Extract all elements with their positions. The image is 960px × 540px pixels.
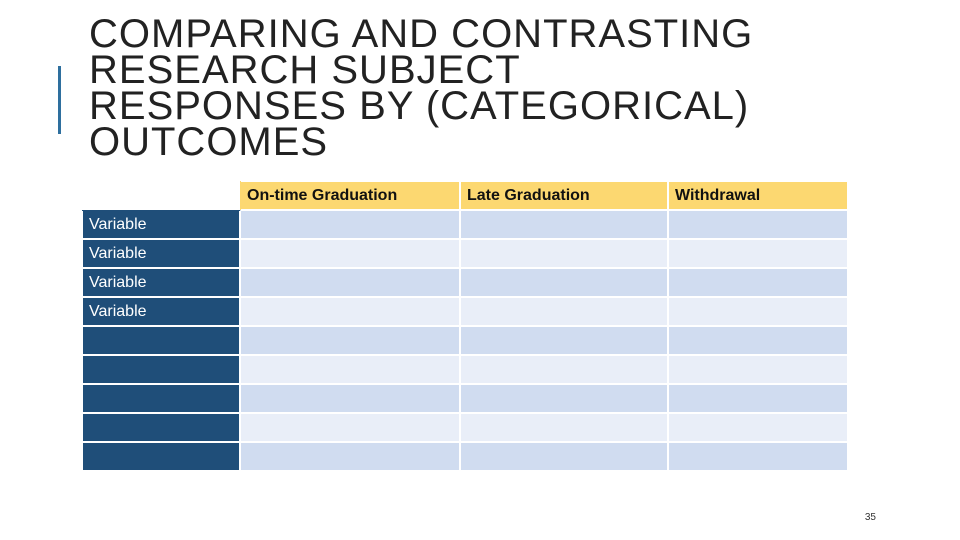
table-row — [81, 383, 849, 414]
table-cell — [667, 209, 849, 240]
row-label — [81, 354, 241, 385]
table-row: Variable — [81, 238, 849, 269]
title-accent-bar — [58, 66, 61, 134]
column-header: Late Graduation — [459, 180, 669, 211]
row-label — [81, 383, 241, 414]
row-label — [81, 325, 241, 356]
column-header: Withdrawal — [667, 180, 849, 211]
row-label: Variable — [81, 267, 241, 298]
table-header-row: On-time Graduation Late Graduation Withd… — [82, 180, 849, 211]
table-cell — [667, 238, 849, 269]
table-cell — [459, 296, 669, 327]
page-number: 35 — [864, 512, 876, 523]
row-label: Variable — [81, 209, 241, 240]
table-corner-cell — [82, 181, 240, 210]
table-row: Variable — [81, 209, 849, 240]
table-cell — [239, 238, 461, 269]
slide-title-line: RESPONSES BY (CATEGORICAL) — [89, 84, 750, 128]
table-cell — [667, 325, 849, 356]
table-cell — [459, 412, 669, 443]
table-cell — [239, 383, 461, 414]
slide-title-line: RESEARCH SUBJECT — [89, 48, 521, 92]
slide-title: COMPARING AND CONTRASTING RESEARCH SUBJE… — [89, 12, 869, 164]
table-cell — [459, 354, 669, 385]
table-row — [81, 325, 849, 356]
table-cell — [459, 383, 669, 414]
table-row: Variable — [81, 267, 849, 298]
table-cell — [459, 209, 669, 240]
table-cell — [239, 325, 461, 356]
outcomes-table: On-time Graduation Late Graduation Withd… — [81, 180, 849, 472]
slide-title-line: COMPARING AND CONTRASTING — [89, 12, 754, 56]
table-cell — [239, 209, 461, 240]
table-cell — [667, 383, 849, 414]
table-cell — [239, 267, 461, 298]
table-row: Variable — [81, 296, 849, 327]
table-cell — [459, 267, 669, 298]
table-cell — [239, 412, 461, 443]
table-cell — [459, 238, 669, 269]
table-cell — [667, 412, 849, 443]
table-cell — [459, 441, 669, 472]
column-header: On-time Graduation — [239, 180, 461, 211]
table-cell — [459, 325, 669, 356]
table-cell — [239, 441, 461, 472]
table-cell — [667, 354, 849, 385]
table-row — [81, 354, 849, 385]
table-row — [81, 441, 849, 472]
table-row — [81, 412, 849, 443]
table-cell — [667, 267, 849, 298]
row-label: Variable — [81, 238, 241, 269]
row-label — [81, 412, 241, 443]
table-cell — [667, 441, 849, 472]
table-cell — [667, 296, 849, 327]
slide-title-line: OUTCOMES — [89, 120, 329, 164]
table-cell — [239, 354, 461, 385]
table-cell — [239, 296, 461, 327]
row-label — [81, 441, 241, 472]
row-label: Variable — [81, 296, 241, 327]
